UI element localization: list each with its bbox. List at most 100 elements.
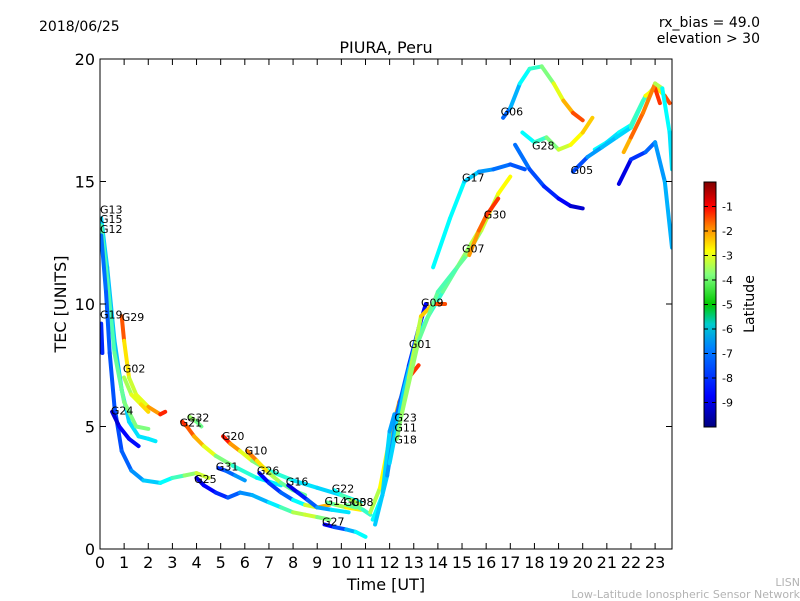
trace-segment: [134, 392, 151, 409]
satellite-trace-g25: [194, 475, 332, 522]
trace-segment: [435, 265, 460, 294]
satellite-trace-g27: [322, 522, 368, 539]
y-tick-label: 15: [75, 173, 95, 192]
satellite-trace-g03: [344, 502, 358, 510]
trace-segment: [544, 135, 561, 152]
trace-segment: [556, 142, 573, 152]
trace-segment: [127, 436, 141, 449]
trace-segment: [539, 64, 556, 86]
trace-segment: [139, 402, 151, 414]
trace-segment: [192, 434, 206, 449]
trace-segment: [517, 66, 532, 86]
trace-segment: [484, 196, 501, 218]
trace-segment: [353, 529, 368, 539]
colorbar-tick-label: -6: [722, 323, 733, 336]
trace-segment: [122, 400, 139, 429]
satellite-trace-g32: [187, 414, 204, 429]
prn-label-g06: G06: [501, 105, 524, 118]
trace-segment: [266, 500, 283, 510]
x-tick-label: 13: [404, 553, 424, 572]
trace-segment: [662, 179, 672, 250]
trace-segment: [266, 471, 283, 485]
trace-segment: [616, 157, 633, 186]
trace-segment: [508, 162, 527, 172]
trace-segment: [122, 338, 131, 380]
x-tick-label: 7: [264, 553, 274, 572]
prn-label-g02: G02: [123, 363, 146, 376]
series-layer: [100, 64, 672, 539]
trace-segment: [462, 169, 481, 184]
trace-segment: [349, 498, 363, 507]
x-tick-label: 2: [143, 553, 153, 572]
colorbar-tick-label: -3: [722, 250, 733, 263]
trace-segment: [416, 289, 440, 343]
x-tick-label: 15: [452, 553, 472, 572]
colorbar-ticks: -1 -2 -3 -4 -5 -6 -7 -8 -9: [704, 201, 733, 410]
x-tick-label: 22: [621, 553, 641, 572]
satellite-trace-g17: [431, 162, 527, 270]
satellite-trace-g21: [180, 419, 283, 488]
trace-segment: [568, 130, 585, 147]
footer-lisn: LISN: [775, 576, 800, 589]
trace-segment: [117, 424, 131, 441]
trace-segment: [305, 498, 320, 510]
trace-segment: [194, 419, 204, 429]
y-tick-label: 0: [85, 540, 95, 559]
satellite-trace-g05: [513, 142, 585, 211]
trace-segment: [213, 490, 230, 500]
x-axis-ticks: 0 1 2 3 4 5 6 7 8 9 10 11 12 13 14 15 16 17 18 19 20 21 22 23: [95, 59, 665, 572]
satellite-trace-g16: [286, 483, 351, 515]
trace-segment: [614, 125, 633, 140]
prn-label-g15: G15: [100, 213, 123, 226]
prn-label-g09: G09: [421, 296, 444, 309]
trace-segment: [556, 196, 573, 208]
x-tick-label: 14: [428, 553, 448, 572]
elevation-label: elevation > 30: [657, 31, 760, 47]
prn-label-g25: G25: [194, 473, 217, 486]
trace-segment: [134, 424, 151, 431]
trace-segment: [225, 490, 242, 500]
trace-segment: [527, 167, 547, 189]
trace-segment: [660, 86, 672, 135]
x-tick-label: 0: [95, 553, 105, 572]
x-tick-label: 16: [476, 553, 496, 572]
chart-title: PIURA, Peru: [339, 38, 432, 57]
trace-segment: [641, 81, 658, 115]
x-tick-label: 20: [573, 553, 593, 572]
colorbar-tick-label: -5: [722, 299, 733, 312]
trace-segment: [141, 478, 163, 485]
prn-label-g13: G13: [100, 203, 123, 216]
prn-label-g12: G12: [100, 223, 123, 236]
y-axis-ticks: 0 5 10 15 20: [75, 50, 672, 559]
x-tick-label: 23: [645, 553, 665, 572]
y-axis-label: TEC [UNITS]: [51, 256, 70, 354]
prn-label-g31: G31: [216, 461, 239, 474]
x-tick-label: 4: [191, 553, 201, 572]
prn-label-g26: G26: [257, 464, 280, 477]
trace-segment: [107, 351, 117, 409]
prn-label-g01: G01: [409, 338, 432, 351]
prn-label-g10: G10: [245, 445, 268, 458]
trace-segment: [476, 213, 489, 233]
trace-segment: [373, 473, 390, 527]
trace-segment: [467, 228, 481, 257]
trace-segment: [213, 453, 235, 468]
trace-segment: [100, 321, 105, 355]
trace-segment: [600, 135, 619, 150]
trace-segment: [257, 471, 271, 485]
trace-segment: [100, 233, 108, 294]
trace-segment: [129, 468, 146, 483]
satellite-trace-g26: [257, 471, 332, 510]
prn-label-g19: G19: [100, 309, 123, 322]
satellite-trace-g15: [100, 223, 151, 431]
satellite-trace-34: [621, 81, 672, 172]
x-tick-label: 12: [379, 553, 399, 572]
trace-segment: [653, 86, 662, 106]
x-tick-label: 10: [331, 553, 351, 572]
trace-segment: [527, 64, 544, 71]
satellite-trace-g02: [122, 375, 151, 414]
satellite-trace-g06: [501, 64, 585, 123]
trace-segment: [332, 525, 349, 532]
trace-segment: [387, 412, 397, 434]
